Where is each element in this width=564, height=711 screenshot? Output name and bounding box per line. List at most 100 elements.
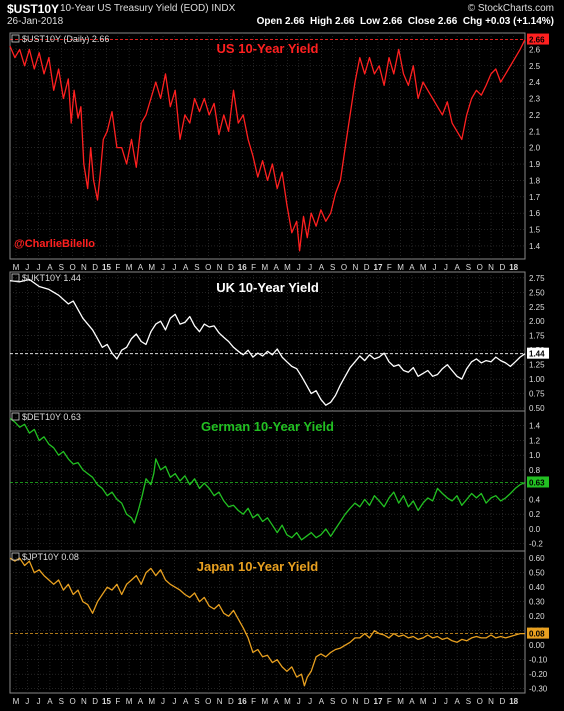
x-tick-label-bottom: A xyxy=(138,697,144,706)
series-line-jp xyxy=(9,557,525,687)
y-tick-label-us: 1.8 xyxy=(529,176,541,185)
x-tick-label-bottom: J xyxy=(297,697,301,706)
x-tick-label-top: S xyxy=(194,263,199,272)
y-tick-label-jp: 0.40 xyxy=(529,583,545,592)
legend-swatch-de xyxy=(11,412,20,421)
legend-swatch-jp xyxy=(11,552,20,561)
y-tick-label-uk: 2.75 xyxy=(529,274,545,283)
panel-frame-us xyxy=(9,32,526,260)
x-tick-label-bottom: A xyxy=(47,697,53,706)
last-value-label-jp: 0.08 xyxy=(529,630,545,639)
x-tick-label-bottom: O xyxy=(477,697,483,706)
x-tick-label-bottom: A xyxy=(409,697,415,706)
x-tick-label-top: F xyxy=(387,263,392,272)
x-tick-label-bottom: S xyxy=(330,697,335,706)
y-tick-label-us: 1.5 xyxy=(529,226,541,235)
legend-label-de: $DET10Y 0.63 xyxy=(22,412,81,422)
x-tick-label-bottom: J xyxy=(37,697,41,706)
x-tick-label-bottom: O xyxy=(341,697,347,706)
x-tick-label-bottom: J xyxy=(172,697,176,706)
x-tick-label-top: F xyxy=(251,263,256,272)
y-tick-label-us: 2.5 xyxy=(529,62,541,71)
x-tick-label-top: F xyxy=(115,263,120,272)
x-tick-label-bottom: F xyxy=(251,697,256,706)
y-tick-label-jp: -0.10 xyxy=(529,656,548,665)
x-tick-label-top: D xyxy=(499,263,505,272)
y-tick-label-uk: 0.50 xyxy=(529,404,545,413)
x-tick-label-bottom: J xyxy=(25,697,29,706)
x-tick-label-top: S xyxy=(466,263,471,272)
y-tick-label-jp: -0.30 xyxy=(529,685,548,694)
y-tick-label-de: 1.0 xyxy=(529,451,541,460)
y-tick-label-de: 1.2 xyxy=(529,436,541,445)
y-tick-label-us: 1.6 xyxy=(529,209,541,218)
y-tick-label-jp: -0.20 xyxy=(529,670,548,679)
x-tick-label-bottom: N xyxy=(488,697,494,706)
x-tick-label-top: A xyxy=(47,263,53,272)
x-tick-label-bottom: A xyxy=(319,697,325,706)
symbol-title: $UST10Y xyxy=(7,2,60,16)
y-tick-label-de: 1.4 xyxy=(529,422,541,431)
x-tick-label-bottom: J xyxy=(444,697,448,706)
series-line-de xyxy=(9,417,526,541)
y-tick-label-us: 1.7 xyxy=(529,193,541,202)
x-tick-label-bottom: O xyxy=(69,697,75,706)
y-tick-label-us: 1.4 xyxy=(529,242,541,251)
panel-title-us: US 10-Year Yield xyxy=(217,41,319,56)
x-tick-label-top: J xyxy=(37,263,41,272)
x-tick-label-top: O xyxy=(477,263,483,272)
x-tick-label-bottom: M xyxy=(148,697,155,706)
x-tick-label-top: J xyxy=(433,263,437,272)
x-tick-label-top: D xyxy=(228,263,234,272)
x-tick-label-top: M xyxy=(284,263,291,272)
x-tick-label-bottom: 15 xyxy=(102,697,111,706)
last-value-box-uk xyxy=(527,347,549,359)
y-tick-label-us: 2.4 xyxy=(529,78,541,87)
x-tick-label-top: M xyxy=(420,263,427,272)
y-tick-label-us: 2.1 xyxy=(529,127,541,136)
y-tick-label-us: 1.9 xyxy=(529,160,541,169)
legend-label-jp: $JPT10Y 0.08 xyxy=(22,552,79,562)
x-tick-label-bottom: M xyxy=(284,697,291,706)
x-tick-label-bottom: S xyxy=(194,697,199,706)
x-tick-label-top: N xyxy=(81,263,87,272)
x-tick-label-bottom: A xyxy=(454,697,460,706)
x-tick-label-bottom: D xyxy=(364,697,370,706)
y-tick-label-uk: 2.00 xyxy=(529,317,545,326)
x-tick-label-top: O xyxy=(69,263,75,272)
x-tick-label-top: M xyxy=(13,263,20,272)
x-tick-label-top: D xyxy=(92,263,98,272)
y-tick-label-jp: 0.00 xyxy=(529,641,545,650)
x-tick-label-top: O xyxy=(205,263,211,272)
x-tick-label-bottom: N xyxy=(217,697,223,706)
series-line-uk xyxy=(9,278,526,406)
panel-title-uk: UK 10-Year Yield xyxy=(216,280,319,295)
x-tick-label-bottom: M xyxy=(397,697,404,706)
x-tick-label-top: J xyxy=(161,263,165,272)
y-tick-label-uk: 2.25 xyxy=(529,303,545,312)
x-tick-label-bottom: 16 xyxy=(238,697,247,706)
series-line-us xyxy=(9,39,526,252)
x-tick-label-bottom: D xyxy=(499,697,505,706)
x-tick-label-top: A xyxy=(273,263,279,272)
x-tick-label-top: 18 xyxy=(509,263,518,272)
x-tick-label-bottom: F xyxy=(387,697,392,706)
x-tick-label-bottom: D xyxy=(92,697,98,706)
panel-title-de: German 10-Year Yield xyxy=(201,419,334,434)
y-tick-label-us: 2.6 xyxy=(529,45,541,54)
x-tick-label-top: A xyxy=(454,263,460,272)
x-tick-label-top: J xyxy=(308,263,312,272)
symbol-description: 10-Year US Treasury Yield (EOD) INDX xyxy=(60,3,236,14)
x-tick-label-top: N xyxy=(488,263,494,272)
y-tick-label-de: 0.8 xyxy=(529,466,541,475)
last-value-label-de: 0.63 xyxy=(529,478,545,487)
x-tick-label-top: J xyxy=(444,263,448,272)
y-tick-label-jp: 0.30 xyxy=(529,598,545,607)
legend-swatch-uk xyxy=(11,273,20,282)
x-tick-label-top: O xyxy=(341,263,347,272)
last-value-label-us: 2.66 xyxy=(529,36,545,45)
x-tick-label-bottom: D xyxy=(228,697,234,706)
y-tick-label-jp: 0.20 xyxy=(529,612,545,621)
y-tick-label-de: 0.0 xyxy=(529,525,541,534)
x-tick-label-top: M xyxy=(397,263,404,272)
